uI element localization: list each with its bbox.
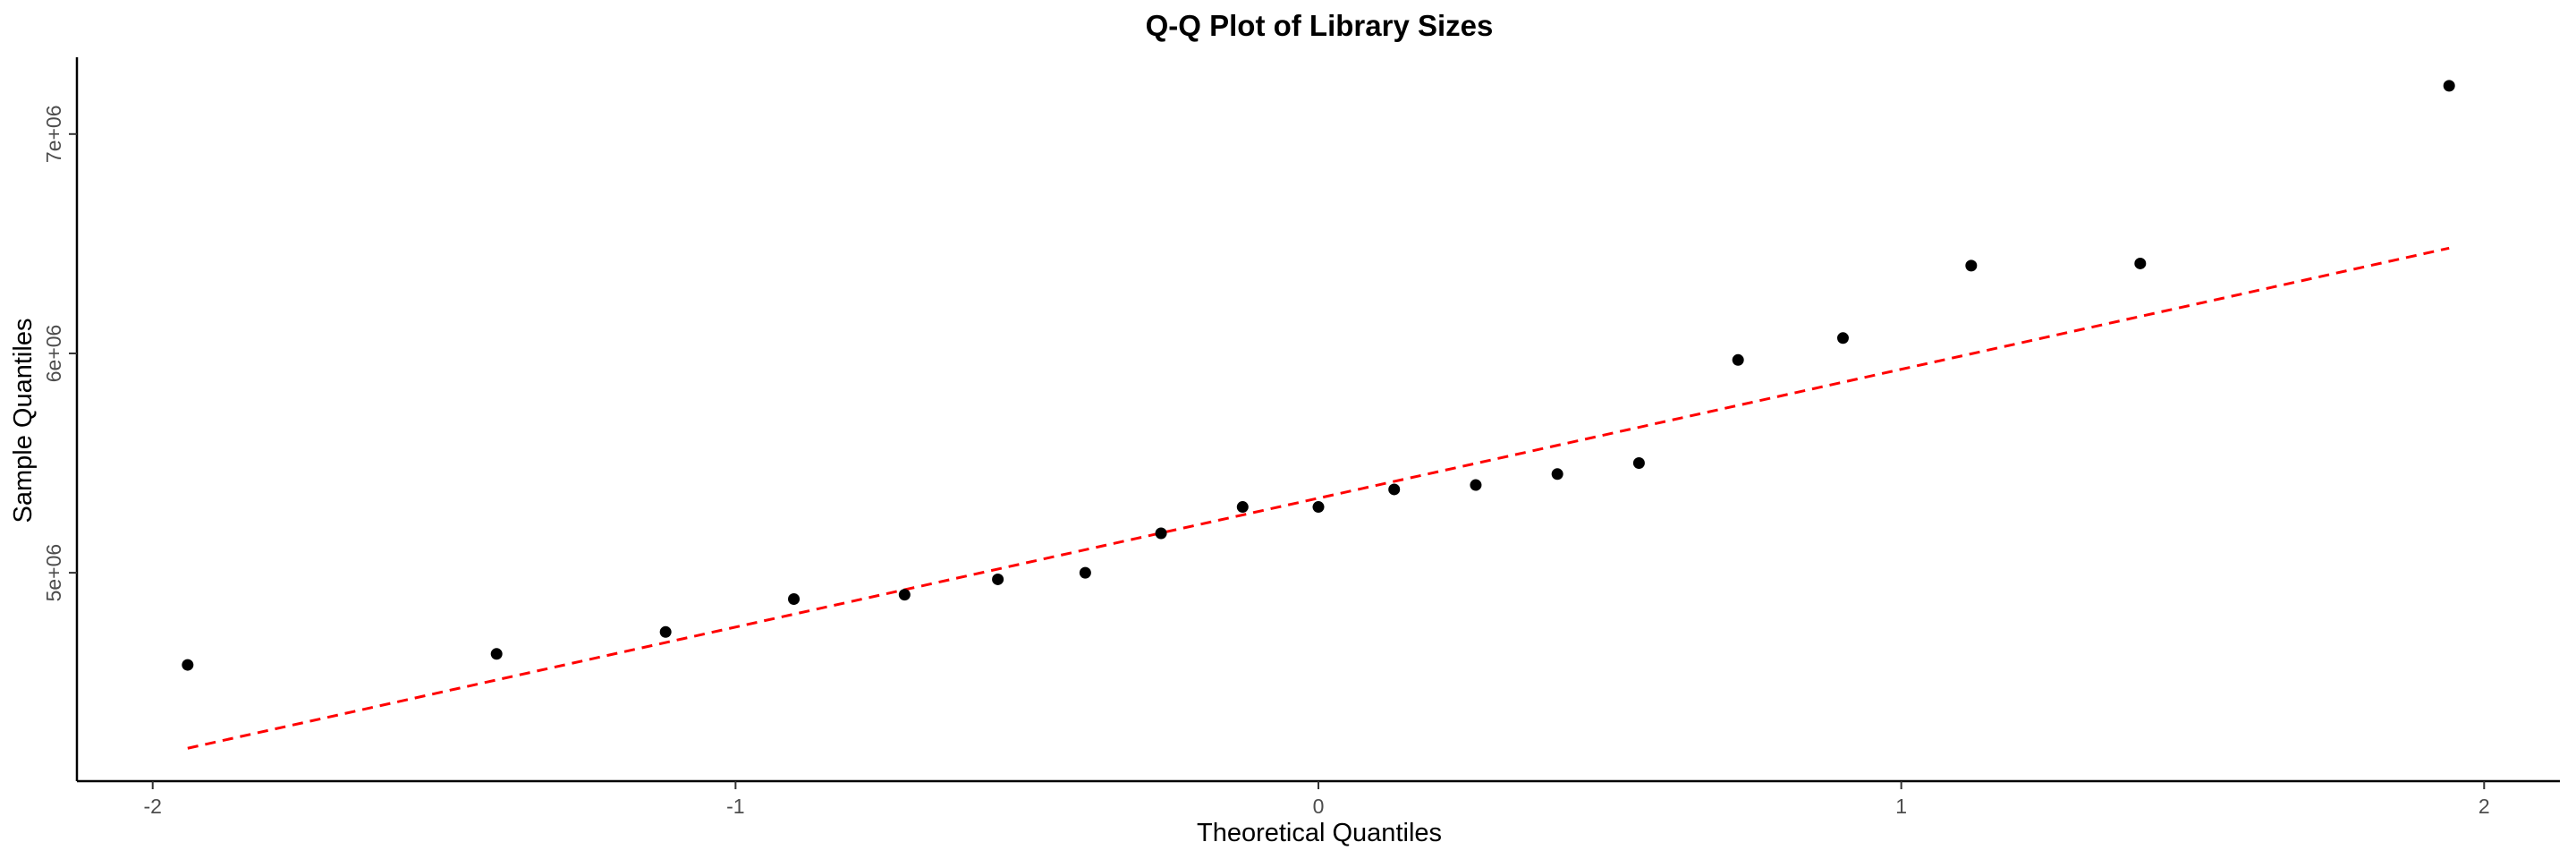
x-tick-label: 2	[2479, 795, 2490, 818]
data-point	[1551, 468, 1563, 481]
data-point	[1732, 353, 1744, 366]
data-point	[788, 593, 801, 606]
x-tick-label: -1	[726, 795, 744, 818]
data-point	[992, 573, 1004, 585]
data-point	[1632, 457, 1645, 470]
data-point	[1836, 332, 1849, 344]
data-point	[490, 648, 503, 660]
x-tick-label: 0	[1313, 795, 1325, 818]
x-tick-label: -2	[143, 795, 161, 818]
x-axis-title: Theoretical Quantiles	[1197, 819, 1442, 847]
data-point	[1965, 259, 1978, 272]
reference-line	[187, 246, 2450, 750]
data-point	[1236, 501, 1249, 514]
y-tick-label: 6e+06	[42, 325, 65, 383]
chart-title: Q-Q Plot of Library Sizes	[1146, 9, 1494, 42]
data-point	[898, 589, 911, 601]
data-points	[182, 80, 2455, 671]
data-point	[1312, 501, 1325, 514]
x-tick-label: 1	[1895, 795, 1907, 818]
data-point	[659, 625, 672, 638]
data-point	[1388, 483, 1401, 496]
y-tick-label: 7e+06	[42, 105, 65, 163]
x-axis-ticks: -2 -1 0 1 2	[143, 781, 2490, 818]
data-point	[1155, 527, 1167, 540]
data-point	[1470, 479, 1482, 491]
y-tick-label: 5e+06	[42, 544, 65, 602]
data-point	[2134, 257, 2147, 269]
data-point	[182, 659, 194, 671]
y-axis-title: Sample Quantiles	[9, 319, 38, 523]
data-point	[2443, 80, 2455, 92]
data-point	[1079, 566, 1091, 579]
y-axis-ticks: 5e+06 6e+06 7e+06	[42, 105, 77, 601]
plot-area: -2 -1 0 1 2 5e+06 6e+06 7e+06	[42, 57, 2560, 818]
